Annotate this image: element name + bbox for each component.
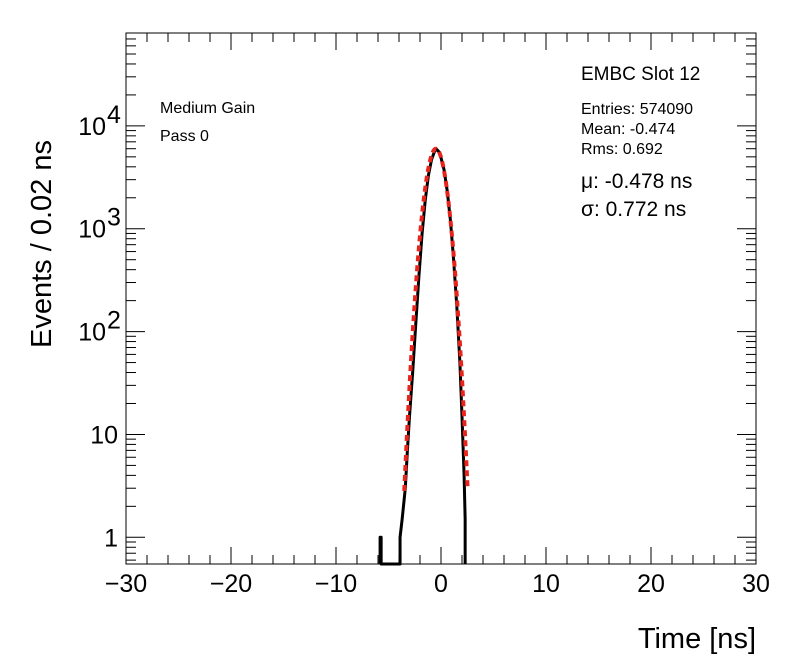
y-tick-label: 10 [78, 319, 106, 347]
x-tick-label: −20 [210, 570, 252, 598]
y-tick-exponent: 3 [107, 204, 121, 232]
y-tick-exponent: 4 [107, 101, 121, 129]
y-tick-exponent: 2 [107, 307, 121, 335]
gain-label: Medium Gain [160, 100, 255, 117]
x-axis-title: Time [ns] [638, 623, 756, 655]
mean-label: Mean: -0.474 [581, 121, 675, 138]
timing-histogram [378, 147, 467, 566]
y-tick-label: 10 [78, 216, 106, 244]
entries-label: Entries: 574090 [581, 101, 693, 118]
x-tick-label: −30 [105, 570, 147, 598]
x-tick-label: −10 [315, 570, 357, 598]
x-tick-label: 0 [434, 570, 448, 598]
fit-sigma-label: σ: 0.772 ns [581, 198, 686, 221]
axis-ticks [125, 32, 757, 564]
x-tick-label: 30 [742, 570, 770, 598]
pass-label: Pass 0 [160, 128, 209, 145]
fit-mu-label: μ: -0.478 ns [581, 170, 692, 193]
series-layer [378, 146, 470, 566]
chart-title: EMBC Slot 12 [581, 64, 700, 85]
rms-label: Rms: 0.692 [581, 141, 663, 158]
x-tick-label: 20 [637, 570, 665, 598]
gaussian-fit-curve [402, 146, 470, 492]
y-tick-label: 10 [78, 113, 106, 141]
y-tick-label: 1 [104, 524, 118, 552]
y-axis-title: Events / 0.02 ns [26, 140, 58, 348]
y-tick-label: 10 [90, 421, 118, 449]
x-tick-label: 10 [532, 570, 560, 598]
